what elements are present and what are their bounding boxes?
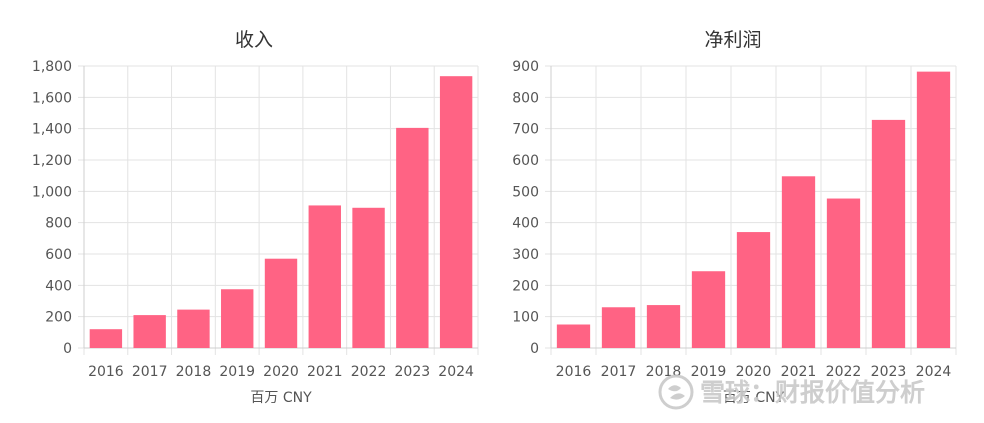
- x-tick-label: 2022: [826, 364, 862, 380]
- y-tick-label: 200: [45, 310, 72, 326]
- bar-2021[interactable]: [308, 205, 341, 348]
- bar-2023[interactable]: [396, 127, 429, 348]
- x-tick-label: 2018: [646, 364, 682, 380]
- bar-2023[interactable]: [871, 119, 906, 348]
- y-tick-label: 200: [512, 278, 539, 294]
- snowball-logo: [658, 374, 694, 410]
- x-tick-label: 2020: [736, 364, 772, 380]
- y-tick-label: 1,000: [32, 184, 72, 200]
- x-tick-label: 2016: [88, 364, 124, 380]
- y-tick-label: 100: [512, 310, 539, 326]
- x-tick-label: 2023: [871, 364, 907, 380]
- x-tick-label: 2021: [781, 364, 817, 380]
- y-tick-label: 1,800: [32, 59, 72, 75]
- unit-label: 百万 CNY: [250, 390, 312, 406]
- bar-2024[interactable]: [439, 76, 473, 348]
- bar-2019[interactable]: [691, 271, 726, 348]
- watermark-text: 雪球：财报价值分析: [700, 378, 925, 407]
- x-tick-label: 2021: [307, 364, 343, 380]
- y-tick-label: 400: [512, 216, 539, 232]
- x-tick-label: 2016: [556, 364, 592, 380]
- x-tick-label: 2019: [219, 364, 255, 380]
- bar-2018[interactable]: [177, 309, 210, 348]
- y-tick-label: 600: [512, 153, 539, 169]
- y-tick-label: 800: [512, 90, 539, 106]
- bar-2022[interactable]: [826, 198, 861, 348]
- bar-2017[interactable]: [601, 307, 636, 348]
- net-profit-chart: 净利润 0 100 200 300 400 500 600 700 800 900 2016 2017 2…: [512, 29, 957, 406]
- y-tick-label: 500: [512, 184, 539, 200]
- y-tick-label: 0: [63, 341, 72, 357]
- bar-2017[interactable]: [133, 315, 166, 348]
- watermark: 雪球：财报价值分析: [658, 374, 925, 410]
- bar-2020[interactable]: [736, 232, 771, 348]
- x-tick-label: 2022: [351, 364, 387, 380]
- bar-2018[interactable]: [646, 305, 681, 348]
- bar-2016[interactable]: [556, 324, 591, 349]
- x-tick-label: 2018: [176, 364, 212, 380]
- y-tick-label: 1,200: [32, 153, 72, 169]
- bar-2019[interactable]: [221, 289, 254, 348]
- y-tick-label: 800: [45, 216, 72, 232]
- chart-title: 收入: [235, 29, 273, 51]
- y-tick-label: 0: [530, 341, 539, 357]
- y-tick-label: 400: [45, 278, 72, 294]
- y-tick-label: 700: [512, 122, 539, 138]
- y-tick-label: 600: [45, 247, 72, 263]
- bar-2016[interactable]: [89, 329, 123, 348]
- x-tick-label: 2020: [263, 364, 299, 380]
- bar-2024[interactable]: [916, 71, 951, 348]
- bar-2021[interactable]: [781, 176, 816, 348]
- x-tick-label: 2017: [601, 364, 637, 380]
- x-tick-label: 2024: [438, 364, 474, 380]
- y-tick-label: 1,400: [32, 122, 72, 138]
- bar-2022[interactable]: [352, 207, 385, 348]
- x-tick-label: 2024: [916, 364, 952, 380]
- chart-title: 净利润: [704, 29, 761, 51]
- x-tick-label: 2023: [395, 364, 431, 380]
- y-tick-label: 300: [512, 247, 539, 263]
- x-tick-label: 2017: [132, 364, 168, 380]
- y-tick-label: 1,600: [32, 90, 72, 106]
- bar-2020[interactable]: [264, 258, 298, 348]
- x-tick-label: 2019: [691, 364, 727, 380]
- y-tick-label: 900: [512, 59, 539, 75]
- revenue-chart: 收入 0 200 400 600 800 1,000 1,200 1,400 1,600 1,800…: [32, 29, 479, 406]
- unit-label: 百万 CNY: [723, 390, 785, 406]
